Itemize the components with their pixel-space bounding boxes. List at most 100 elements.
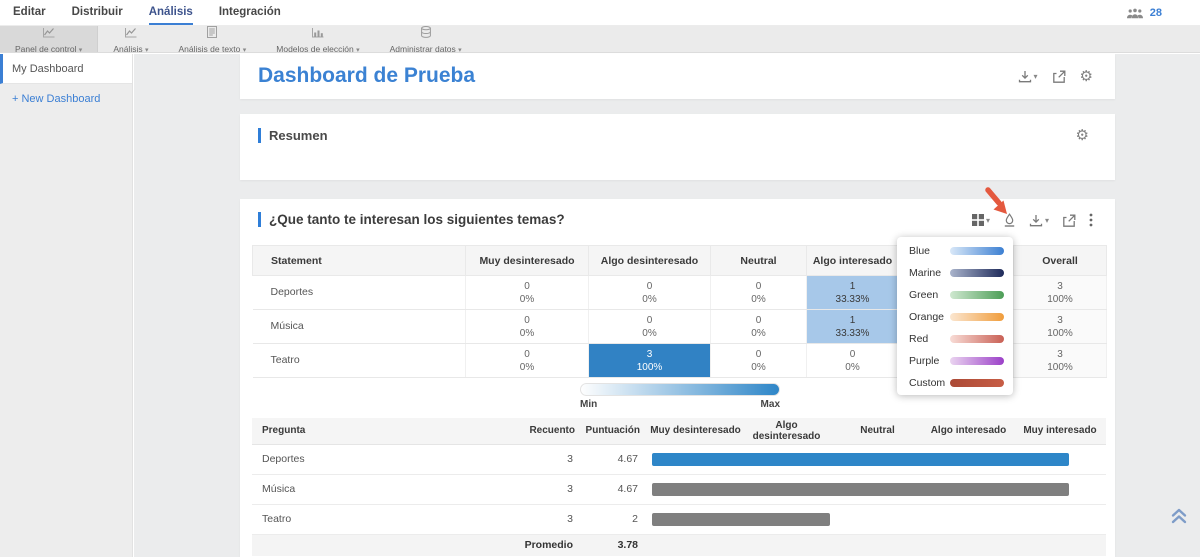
legend-max-label: Max [760, 399, 780, 410]
color-palette-dropdown: Blue Marine Green Orange Red Purple Custom [897, 237, 1013, 395]
score-col-header-puntuacio-n: Puntuación [585, 418, 650, 445]
caret-down-icon: ▾ [356, 47, 360, 54]
toolbar-tab-ana-lisis-de-texto[interactable]: Análisis de texto ▾ [163, 25, 261, 54]
text-doc-icon [207, 25, 218, 43]
toolbar-tab-panel-de-control[interactable]: Panel de control ▾ [0, 26, 99, 54]
score-col-header-algo-desinteresado: Algo desinteresado [741, 418, 832, 445]
palette-option-label: Purple [909, 355, 940, 367]
sidebar-item-label: My Dashboard [12, 62, 84, 75]
nav-right: 28 [1126, 0, 1162, 26]
score-table-row: Teatro 3 2 [252, 504, 1106, 535]
cell-percent: 0% [519, 293, 535, 305]
caret-down-icon: ▾ [1044, 215, 1049, 225]
palette-option-label: Red [909, 333, 929, 345]
user-count[interactable]: 28 [1149, 7, 1162, 19]
count-value: 3 [522, 504, 585, 535]
users-group-icon[interactable] [1126, 8, 1144, 19]
palette-option-custom[interactable]: Custom [897, 372, 1013, 394]
palette-option-purple[interactable]: Purple [897, 350, 1013, 372]
nav-item-editar[interactable]: Editar [13, 6, 46, 18]
chart-layout-icon[interactable]: ▾ [971, 214, 990, 226]
cell-percent: 33.33% [835, 293, 870, 305]
statement-label: Música [252, 309, 466, 344]
score-bar-table: Pregunta Recuento Puntuación Muy desinteres… [252, 418, 1106, 556]
cell-count: 0 [755, 314, 762, 326]
question-actions: ▾ ▾ [971, 213, 1093, 227]
score-value: 4.67 [585, 474, 650, 505]
cell-percent: 0% [642, 327, 657, 339]
toolbar-tab-ana-lisis[interactable]: Análisis ▾ [98, 26, 163, 54]
cell-count: 0 [646, 280, 653, 292]
toolbar-tab-modelos-de-eleccio-n[interactable]: Modelos de elección ▾ [261, 26, 374, 54]
toolbar-tab-label: Administrar datos ▾ [389, 44, 462, 54]
new-dashboard-button[interactable]: + New Dashboard [0, 84, 132, 114]
cell-count: 0 [524, 314, 530, 326]
sidebar-item-my-dashboard[interactable]: My Dashboard [0, 54, 132, 84]
kebab-menu-icon[interactable] [1089, 213, 1093, 227]
palette-option-label: Custom [909, 377, 946, 389]
grid-cell: 1 33.33% [806, 309, 899, 344]
grid-col-header-algo-desinteresado: Algo desinteresado [588, 245, 711, 276]
cell-percent: 0% [845, 361, 860, 373]
analysis-toolbar: Panel de control ▾ Análisis ▾ Análisis de … [0, 25, 1200, 54]
cell-count: 1 [849, 280, 856, 292]
toolbar-tab-administrar-datos[interactable]: Administrar datos ▾ [375, 25, 477, 54]
grid-cell: 3 100% [1013, 309, 1107, 344]
grid-col-header-neutral: Neutral [710, 245, 807, 276]
color-palette-icon[interactable] [1003, 213, 1016, 227]
nav-item-distribuir[interactable]: Distribuir [71, 6, 123, 18]
palette-gradient-swatch [950, 335, 1004, 343]
score-bar [652, 452, 1069, 466]
cell-percent: 0% [519, 327, 535, 339]
cell-count: 3 [1057, 348, 1063, 360]
legend-min-label: Min [580, 399, 598, 410]
toolbar-tab-label: Análisis ▾ [113, 44, 149, 54]
score-col-header-algo-interesado: Algo interesado [923, 418, 1014, 445]
cell-count: 0 [755, 280, 762, 292]
cell-count: 3 [1057, 280, 1063, 292]
palette-option-label: Marine [909, 267, 942, 279]
score-bar-cell [650, 504, 1106, 535]
nav-items: Editar Distribuir Análisis Integración [13, 0, 281, 25]
footer-spacer [650, 534, 1106, 556]
cell-count: 1 [849, 314, 856, 326]
score-table-header-row: Pregunta Recuento Puntuación Muy desinteres… [252, 418, 1106, 445]
palette-option-label: Blue [909, 245, 931, 257]
share-icon[interactable] [1062, 214, 1076, 227]
palette-option-red[interactable]: Red [897, 328, 1013, 350]
footer-spacer [252, 534, 522, 556]
palette-option-blue[interactable]: Blue [897, 240, 1013, 262]
grid-cell: 3 100% [1013, 275, 1107, 310]
cell-percent: 100% [1047, 293, 1073, 305]
grid-cell: 3 100% [1013, 343, 1107, 378]
nav-item-integracio-n[interactable]: Integración [218, 6, 281, 18]
caret-down-icon: ▾ [1033, 72, 1038, 81]
score-bar-cell [650, 444, 1106, 475]
page-title: Dashboard de Prueba [258, 64, 476, 87]
grid-col-header-statement: Statement [252, 245, 466, 276]
caret-down-icon: ▾ [458, 47, 462, 54]
download-icon[interactable]: ▾ [1029, 214, 1049, 227]
gear-icon[interactable]: ⚙ [1075, 127, 1089, 144]
grid-cell: 0 0% [710, 275, 807, 310]
download-icon[interactable]: ▾ [1018, 70, 1038, 83]
accent-bar [258, 128, 261, 143]
palette-option-marine[interactable]: Marine [897, 262, 1013, 284]
nav-item-ana-lisis[interactable]: Análisis [148, 0, 193, 25]
grid-cell: 0 0% [710, 343, 807, 378]
gear-icon[interactable]: ⚙ [1079, 68, 1093, 85]
palette-option-green[interactable]: Green [897, 284, 1013, 306]
scroll-to-top-button[interactable] [1168, 506, 1190, 530]
grid-cell: 0 0% [465, 309, 589, 344]
share-icon[interactable] [1052, 70, 1066, 83]
score-bar [652, 512, 830, 526]
grid-cell: 1 33.33% [806, 275, 899, 310]
question-label: Teatro [252, 504, 522, 535]
accent-bar [258, 212, 261, 227]
top-nav: Editar Distribuir Análisis Integración 28 [0, 0, 1200, 26]
cell-count: 0 [755, 348, 762, 360]
caret-down-icon: ▾ [985, 215, 990, 225]
cell-percent: 100% [636, 361, 663, 373]
score-value: 4.67 [585, 444, 650, 475]
palette-option-orange[interactable]: Orange [897, 306, 1013, 328]
